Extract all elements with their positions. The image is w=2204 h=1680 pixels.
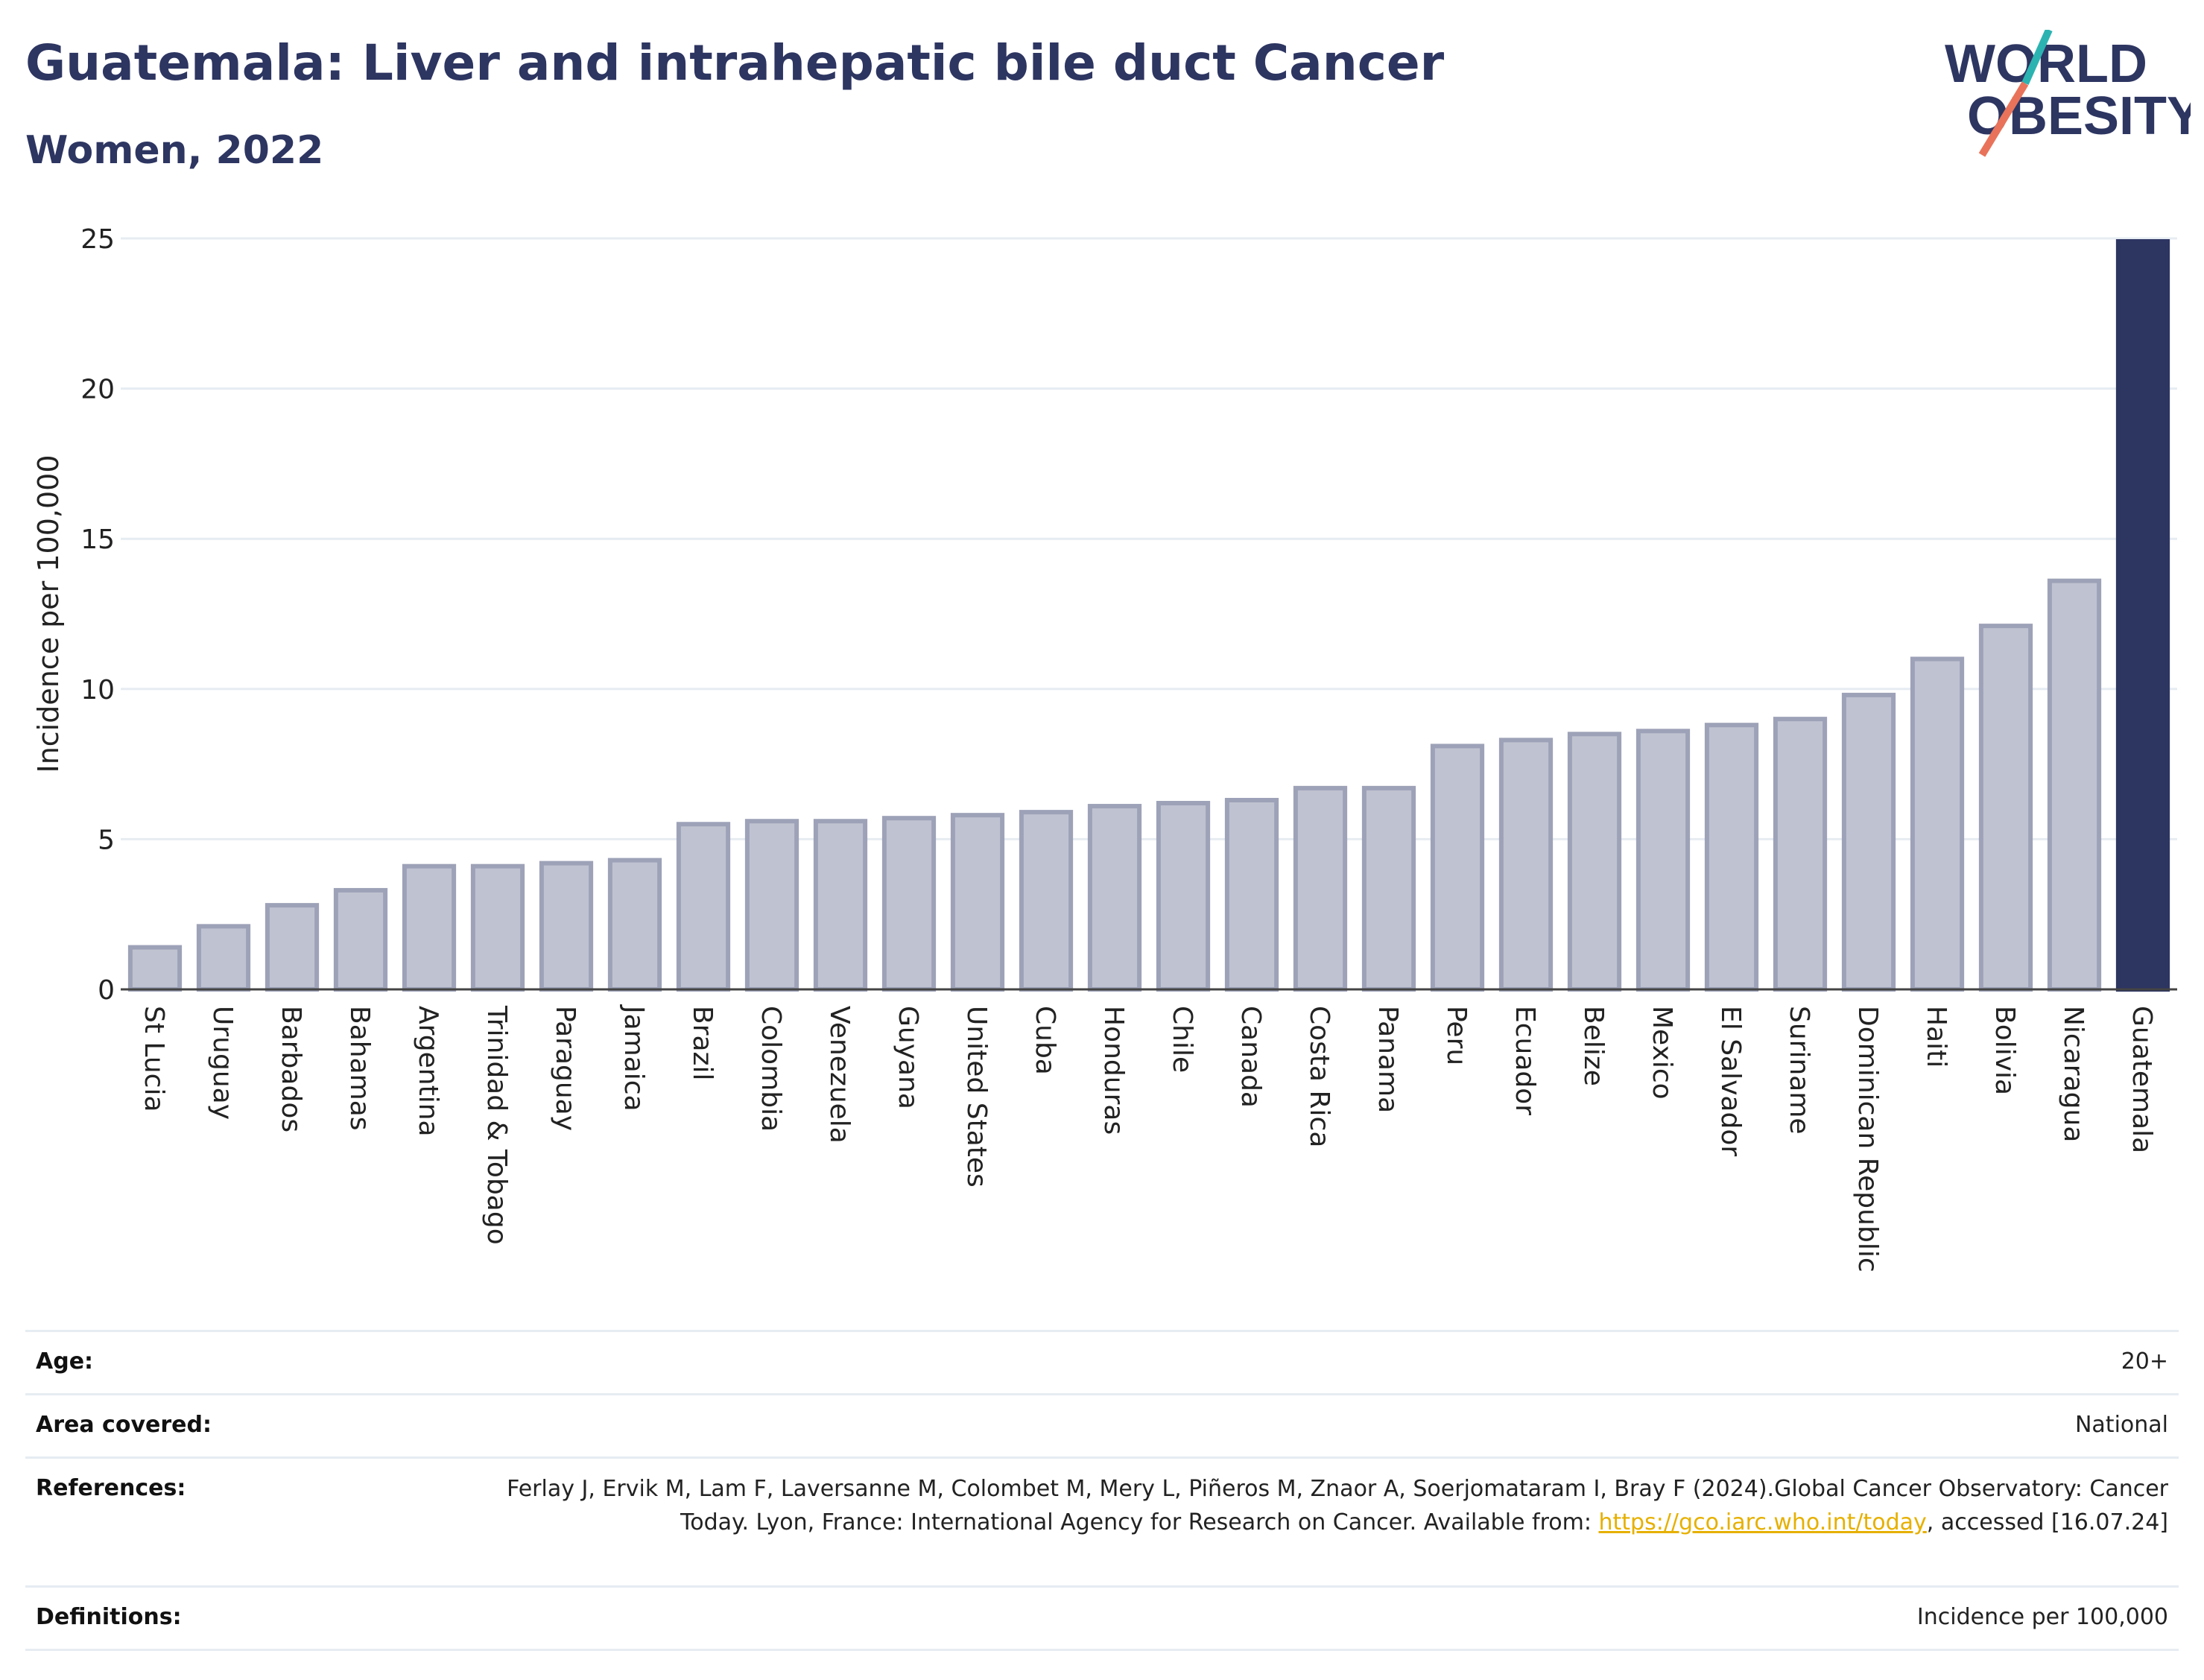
x-tick-label: St Lucia bbox=[139, 1006, 169, 1112]
bars bbox=[127, 239, 2170, 992]
x-tick-label: Chile bbox=[1167, 1006, 1197, 1073]
bar-belize bbox=[1567, 732, 1622, 992]
chart-subtitle: Women, 2022 bbox=[25, 128, 324, 173]
meta-row-age: Age: 20+ bbox=[25, 1330, 2179, 1393]
x-tick-labels: St Lucia Uruguay Barbados Bahamas Argentina T… bbox=[139, 1004, 2157, 1272]
age-label: Age: bbox=[36, 1348, 94, 1375]
bar-chart: 0 5 10 15 20 25 Incidence per 100,000 St Luci… bbox=[32, 224, 2177, 1272]
bar-st-lucia bbox=[127, 945, 183, 992]
x-tick-label: Paraguay bbox=[550, 1006, 580, 1131]
bar-brazil bbox=[676, 822, 731, 992]
x-tick-label: Costa Rica bbox=[1304, 1006, 1334, 1147]
x-tick-label: Argentina bbox=[413, 1006, 443, 1137]
y-tick-label: 15 bbox=[80, 524, 115, 555]
bar-costa-rica bbox=[1293, 785, 1348, 992]
meta-row-references: References: Ferlay J, Ervik M, Lam F, La… bbox=[25, 1456, 2179, 1585]
meta-row-area: Area covered: National bbox=[25, 1393, 2179, 1456]
y-tick-label: 25 bbox=[80, 224, 115, 255]
bar-uruguay bbox=[196, 924, 251, 992]
y-tick-label: 10 bbox=[80, 675, 115, 706]
x-tick-label: Peru bbox=[1441, 1006, 1472, 1065]
y-axis-label: Incidence per 100,000 bbox=[32, 454, 65, 773]
world-obesity-logo: WORLD OBESITY bbox=[1945, 30, 2191, 157]
bar-honduras bbox=[1087, 804, 1142, 992]
x-tick-label: Mexico bbox=[1647, 1006, 1677, 1100]
x-tick-label: Brazil bbox=[687, 1006, 718, 1080]
references-accessed: , accessed [16.07.24] bbox=[1926, 1509, 2168, 1535]
y-tick-labels: 0 5 10 15 20 25 bbox=[80, 224, 115, 1006]
x-tick-label: Bolivia bbox=[1989, 1006, 2020, 1095]
x-tick-label: Trinidad & Tobago bbox=[481, 1005, 512, 1245]
bar-suriname bbox=[1773, 717, 1828, 992]
y-tick-label: 20 bbox=[80, 375, 115, 405]
references-link[interactable]: https://gco.iarc.who.int/today bbox=[1598, 1509, 1927, 1535]
x-tick-label: Jamaica bbox=[618, 1004, 649, 1112]
area-value: National bbox=[2074, 1412, 2168, 1438]
x-tick-label: Haiti bbox=[1921, 1006, 1951, 1068]
definitions-label: Definitions: bbox=[36, 1604, 182, 1630]
logo-slash-teal bbox=[2021, 30, 2053, 86]
bar-dominican-republic bbox=[1841, 692, 1896, 992]
x-tick-label: Colombia bbox=[756, 1006, 786, 1132]
references-value: Ferlay J, Ervik M, Lam F, Laversanne M, … bbox=[455, 1472, 2168, 1539]
x-tick-label: Guyana bbox=[893, 1006, 923, 1109]
x-tick-label: United States bbox=[961, 1006, 992, 1188]
meta-row-definitions: Definitions: Incidence per 100,000 bbox=[25, 1585, 2179, 1651]
age-value: 20+ bbox=[2121, 1348, 2168, 1375]
references-text: Ferlay J, Ervik M, Lam F, Laversanne M, … bbox=[507, 1476, 2168, 1535]
bar-chile bbox=[1156, 801, 1211, 992]
bar-trinidad-tobago bbox=[470, 863, 525, 992]
bar-barbados bbox=[265, 903, 320, 992]
bar-united-states bbox=[950, 813, 1005, 992]
bar-cuba bbox=[1019, 810, 1074, 992]
x-tick-label: Honduras bbox=[1098, 1006, 1129, 1135]
x-tick-label: Guatemala bbox=[2127, 1006, 2157, 1153]
x-tick-label: Belize bbox=[1578, 1006, 1609, 1086]
x-tick-label: Cuba bbox=[1030, 1006, 1060, 1075]
x-tick-label: Dominican Republic bbox=[1852, 1006, 1883, 1272]
x-tick-label: Ecuador bbox=[1510, 1006, 1540, 1115]
bar-canada bbox=[1224, 797, 1279, 992]
x-tick-label: Barbados bbox=[276, 1006, 306, 1132]
bar-guyana bbox=[881, 816, 937, 992]
x-tick-label: Panama bbox=[1372, 1006, 1403, 1113]
x-tick-label: Nicaragua bbox=[2058, 1006, 2089, 1142]
x-tick-label: Suriname bbox=[1784, 1006, 1814, 1135]
bar-nicaragua bbox=[2047, 578, 2102, 992]
bar-bolivia bbox=[1978, 624, 2033, 992]
bar-el-salvador bbox=[1704, 723, 1759, 992]
x-tick-label: Bahamas bbox=[344, 1006, 375, 1131]
bar-panama bbox=[1361, 785, 1416, 992]
y-tick-label: 5 bbox=[98, 825, 115, 855]
area-label: Area covered: bbox=[36, 1412, 212, 1438]
x-tick-label: Venezuela bbox=[824, 1006, 855, 1144]
bar-mexico bbox=[1635, 729, 1691, 992]
bar-venezuela bbox=[813, 819, 868, 992]
bar-argentina bbox=[402, 863, 457, 992]
bar-jamaica bbox=[607, 858, 662, 992]
bar-ecuador bbox=[1498, 738, 1554, 992]
chart-title: Guatemala: Liver and intrahepatic bile d… bbox=[25, 34, 1445, 92]
bar-colombia bbox=[744, 819, 799, 992]
bar-bahamas bbox=[333, 887, 388, 992]
bar-peru bbox=[1430, 744, 1485, 992]
metadata-table: Age: 20+ Area covered: National Referenc… bbox=[25, 1330, 2179, 1651]
definitions-value: Incidence per 100,000 bbox=[1916, 1604, 2168, 1630]
references-label: References: bbox=[36, 1475, 186, 1501]
bar-paraguay bbox=[539, 860, 594, 992]
bar-haiti bbox=[1910, 656, 1965, 992]
x-tick-label: El Salvador bbox=[1715, 1006, 1746, 1156]
x-tick-label: Uruguay bbox=[207, 1006, 238, 1120]
x-tick-label: Canada bbox=[1235, 1006, 1266, 1108]
logo-slash-red bbox=[1978, 81, 2029, 157]
logo-line-obesity: OBESITY bbox=[1967, 86, 2191, 146]
bar-guatemala bbox=[2115, 239, 2170, 992]
y-tick-label: 0 bbox=[98, 975, 115, 1006]
